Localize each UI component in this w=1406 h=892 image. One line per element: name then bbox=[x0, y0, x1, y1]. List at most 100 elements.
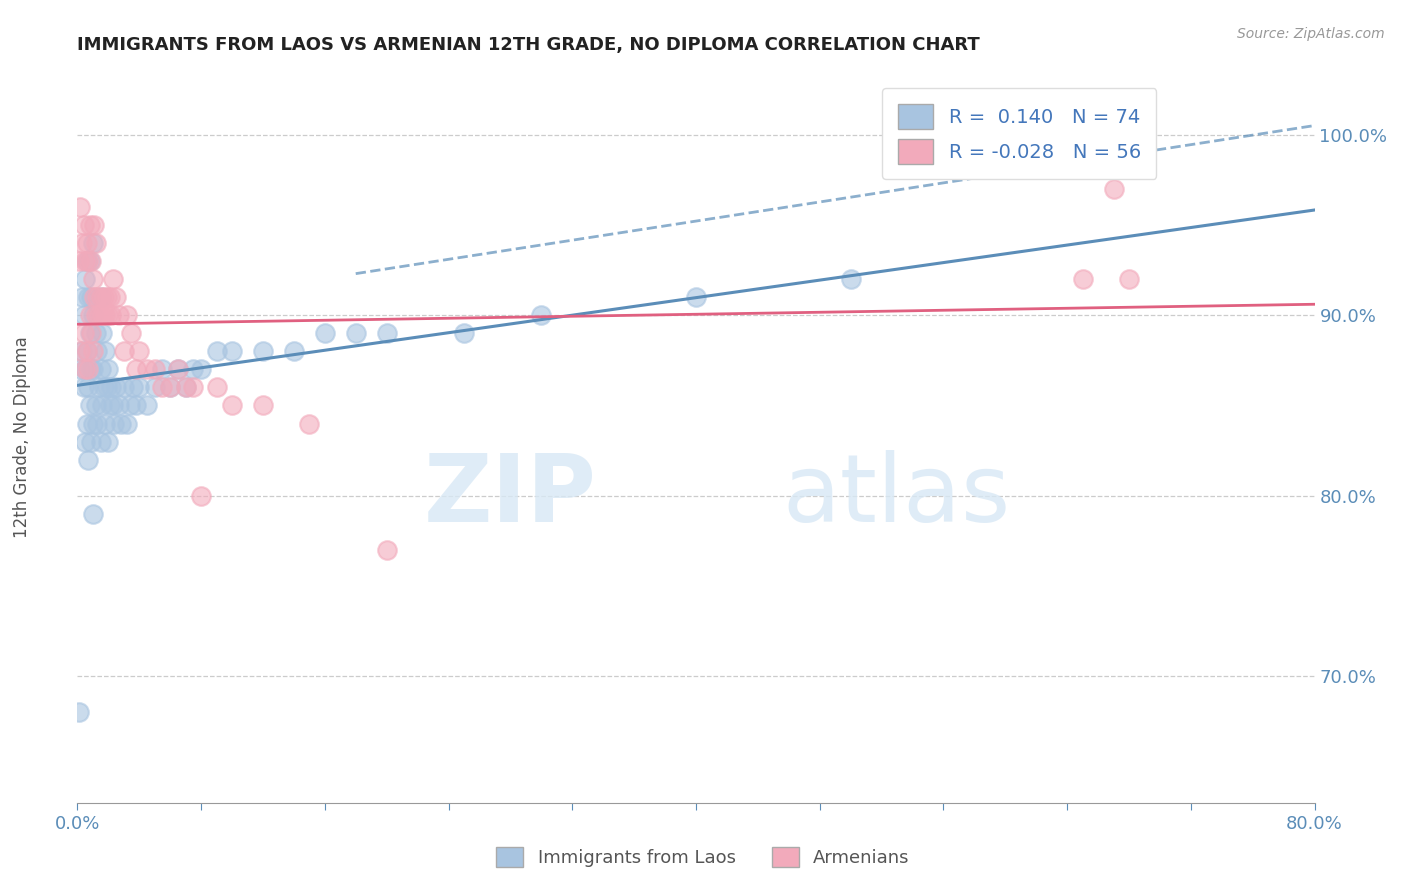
Point bbox=[96, 380, 118, 394]
Point bbox=[76, 344, 98, 359]
Point bbox=[75, 362, 96, 376]
Point bbox=[112, 344, 135, 359]
Point bbox=[80, 326, 103, 341]
Point bbox=[91, 308, 114, 322]
Point bbox=[108, 308, 131, 322]
Point bbox=[97, 308, 120, 322]
Point bbox=[122, 380, 145, 394]
Point bbox=[70, 290, 93, 304]
Text: Source: ZipAtlas.com: Source: ZipAtlas.com bbox=[1237, 27, 1385, 41]
Point bbox=[118, 399, 141, 413]
Legend: R =  0.140   N = 74, R = -0.028   N = 56: R = 0.140 N = 74, R = -0.028 N = 56 bbox=[883, 88, 1156, 179]
Point bbox=[79, 326, 101, 341]
Point bbox=[86, 417, 108, 431]
Point bbox=[77, 290, 100, 304]
Point bbox=[77, 452, 100, 467]
Point bbox=[375, 543, 398, 558]
Text: IMMIGRANTS FROM LAOS VS ARMENIAN 12TH GRADE, NO DIPLOMA CORRELATION CHART: IMMIGRANTS FROM LAOS VS ARMENIAN 12TH GR… bbox=[77, 36, 980, 54]
Point bbox=[80, 254, 103, 268]
Point bbox=[91, 399, 114, 413]
Point bbox=[112, 380, 135, 394]
Point bbox=[159, 380, 181, 394]
Point bbox=[94, 308, 117, 322]
Point bbox=[252, 399, 274, 413]
Point bbox=[1118, 272, 1140, 286]
Point bbox=[77, 362, 100, 376]
Point bbox=[70, 344, 93, 359]
Point bbox=[86, 290, 108, 304]
Point bbox=[84, 308, 107, 322]
Point bbox=[190, 489, 212, 503]
Point bbox=[115, 308, 138, 322]
Point bbox=[84, 399, 107, 413]
Point bbox=[82, 507, 104, 521]
Point bbox=[97, 434, 120, 449]
Point bbox=[80, 362, 103, 376]
Point bbox=[82, 362, 104, 376]
Text: 12th Grade, No Diploma: 12th Grade, No Diploma bbox=[13, 336, 31, 538]
Point bbox=[82, 272, 104, 286]
Point bbox=[84, 326, 107, 341]
Point bbox=[70, 235, 93, 250]
Point bbox=[76, 235, 98, 250]
Point bbox=[90, 290, 112, 304]
Point bbox=[93, 290, 115, 304]
Point bbox=[76, 344, 98, 359]
Point bbox=[98, 290, 121, 304]
Text: ZIP: ZIP bbox=[425, 450, 598, 541]
Point bbox=[183, 380, 205, 394]
Point bbox=[221, 344, 243, 359]
Point bbox=[91, 326, 114, 341]
Point bbox=[101, 399, 124, 413]
Point bbox=[375, 326, 398, 341]
Point bbox=[839, 272, 862, 286]
Point bbox=[72, 218, 94, 232]
Point bbox=[167, 362, 190, 376]
Point bbox=[103, 417, 125, 431]
Point bbox=[183, 362, 205, 376]
Point bbox=[80, 290, 103, 304]
Point bbox=[79, 218, 101, 232]
Point bbox=[1102, 182, 1125, 196]
Point bbox=[93, 380, 115, 394]
Point bbox=[100, 308, 122, 322]
Point bbox=[97, 362, 120, 376]
Point bbox=[530, 308, 553, 322]
Point bbox=[121, 326, 143, 341]
Point bbox=[152, 362, 174, 376]
Point bbox=[221, 399, 243, 413]
Point bbox=[82, 417, 104, 431]
Point bbox=[77, 254, 100, 268]
Point bbox=[314, 326, 336, 341]
Point bbox=[67, 254, 90, 268]
Point bbox=[69, 344, 91, 359]
Point bbox=[110, 417, 132, 431]
Point bbox=[190, 362, 212, 376]
Point bbox=[72, 308, 94, 322]
Point bbox=[252, 344, 274, 359]
Point bbox=[174, 380, 197, 394]
Point bbox=[1071, 272, 1094, 286]
Point bbox=[685, 290, 707, 304]
Point bbox=[79, 254, 101, 268]
Point bbox=[86, 344, 108, 359]
Point bbox=[205, 380, 228, 394]
Point bbox=[82, 344, 104, 359]
Point bbox=[77, 380, 100, 394]
Point bbox=[90, 290, 112, 304]
Point bbox=[174, 380, 197, 394]
Point bbox=[128, 380, 150, 394]
Point bbox=[108, 399, 131, 413]
Point bbox=[136, 399, 159, 413]
Point bbox=[72, 380, 94, 394]
Point bbox=[128, 344, 150, 359]
Point bbox=[87, 380, 110, 394]
Point bbox=[79, 399, 101, 413]
Point bbox=[67, 706, 90, 720]
Point bbox=[125, 399, 148, 413]
Point bbox=[96, 290, 118, 304]
Point bbox=[94, 417, 117, 431]
Point bbox=[205, 344, 228, 359]
Point bbox=[83, 290, 105, 304]
Point bbox=[84, 235, 107, 250]
